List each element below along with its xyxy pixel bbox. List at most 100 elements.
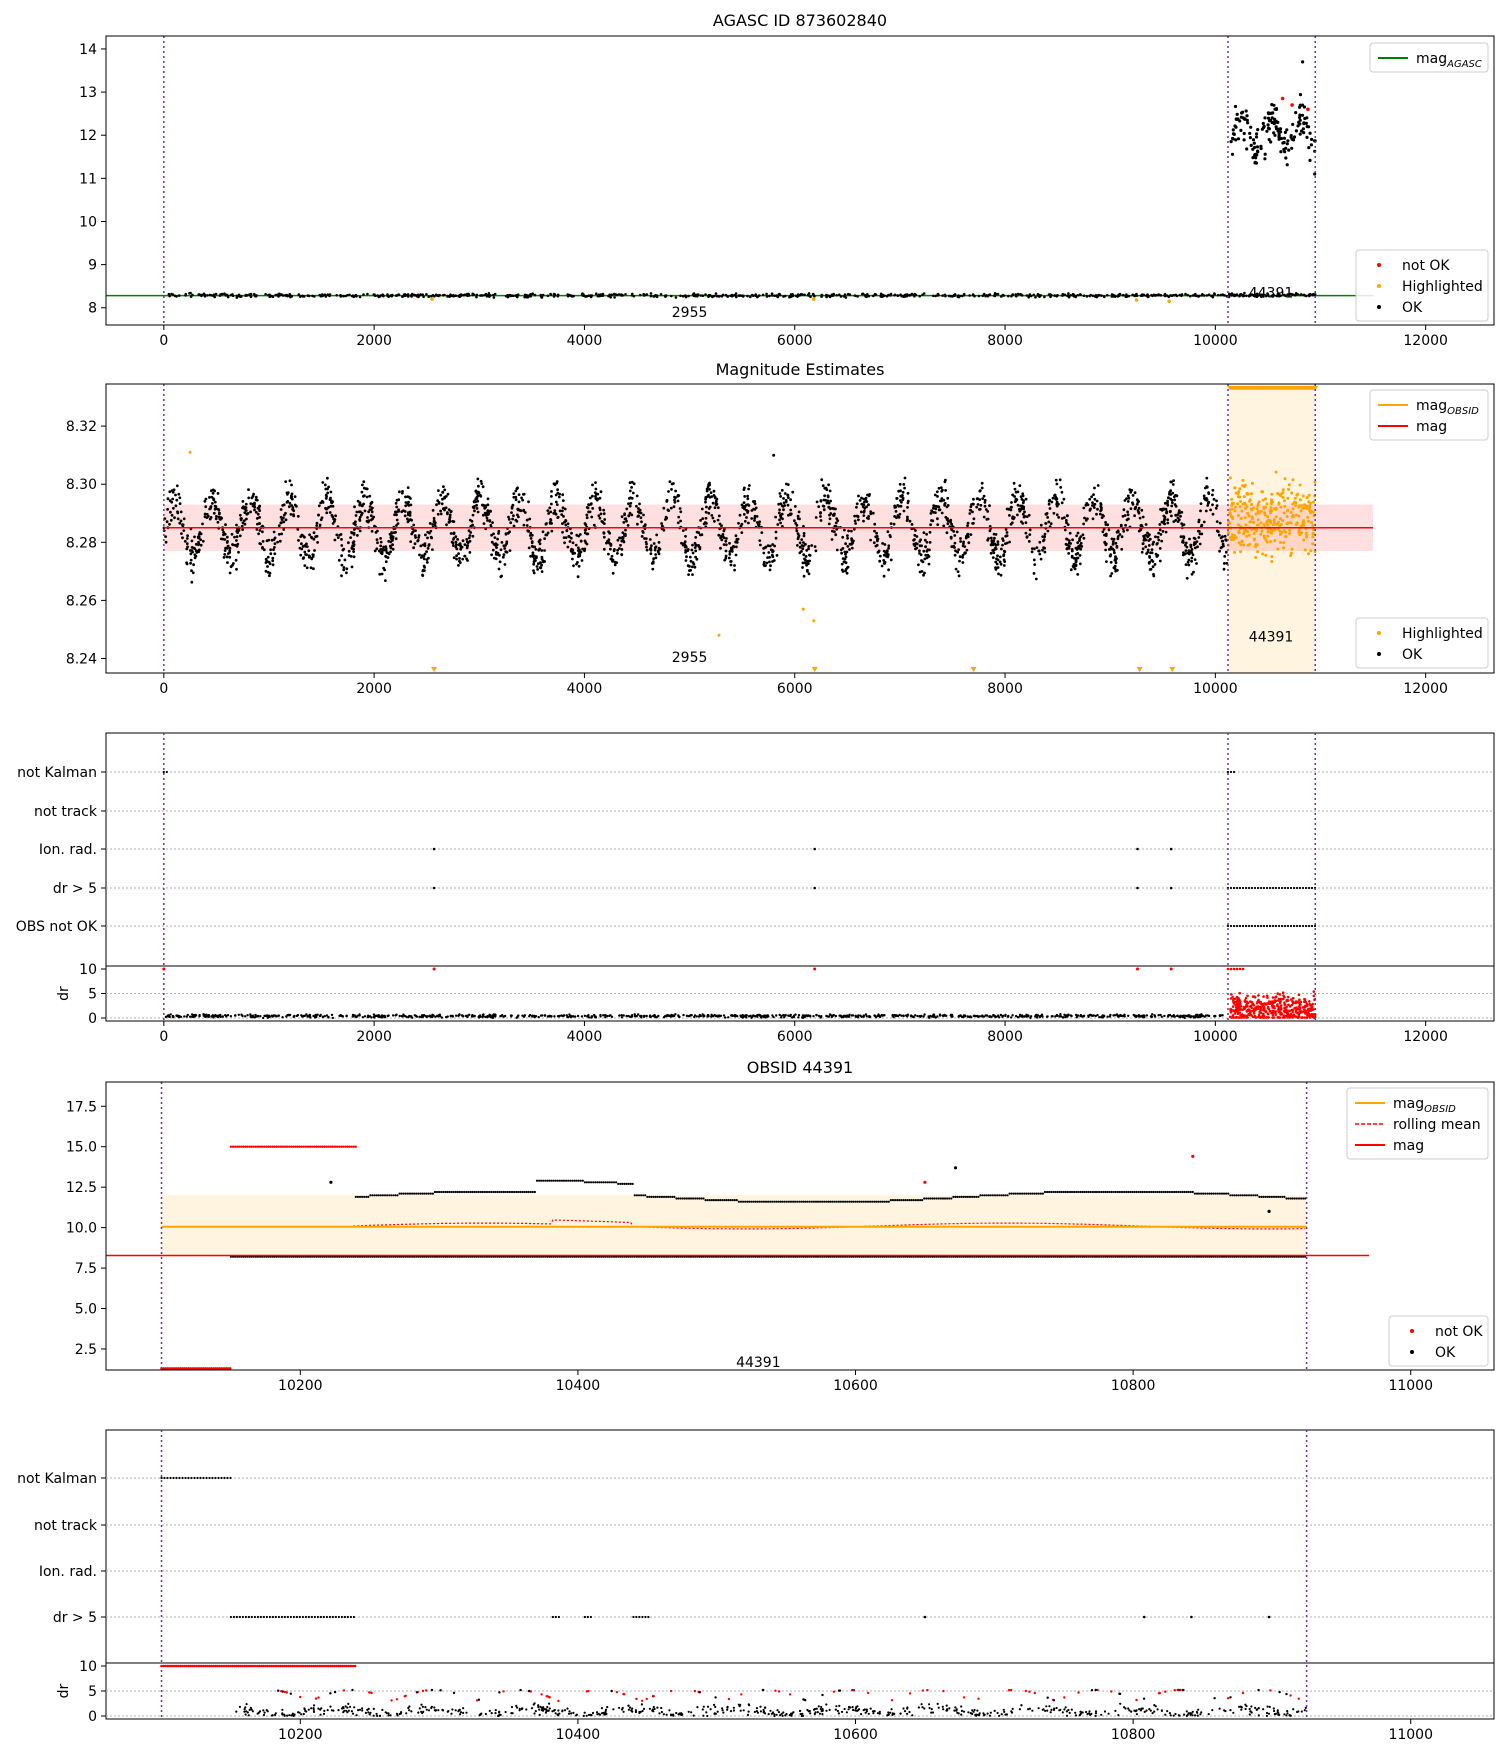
- data-point: [891, 1014, 895, 1018]
- data-point: [928, 541, 932, 544]
- data-point: [927, 562, 931, 566]
- y-tick-label: 8.30: [66, 477, 97, 493]
- data-point: [886, 555, 890, 559]
- data-point: [1007, 507, 1011, 511]
- data-point: [491, 548, 495, 552]
- data-point: [471, 523, 474, 527]
- data-point: [936, 505, 940, 509]
- data-point: [1197, 536, 1201, 539]
- data-point: [843, 528, 846, 532]
- data-point: [903, 486, 906, 490]
- data-point: [529, 295, 533, 298]
- data-point: [860, 496, 863, 500]
- data-point: [707, 511, 711, 515]
- data-point: [594, 481, 597, 484]
- data-point: [1303, 548, 1307, 552]
- data-point: [676, 499, 680, 503]
- data-point: [420, 554, 424, 558]
- data-point: [310, 557, 314, 561]
- data-point: [1279, 523, 1283, 527]
- data-point: [438, 294, 441, 297]
- data-point: [1262, 886, 1266, 890]
- data-point: [1235, 294, 1239, 297]
- data-point: [425, 293, 428, 296]
- data-point: [554, 493, 558, 497]
- data-point: [1197, 518, 1201, 522]
- data-point: [906, 491, 910, 495]
- data-point: [996, 540, 1000, 544]
- data-point: [878, 559, 882, 563]
- data-point: [1068, 531, 1072, 535]
- data-point: [602, 1014, 605, 1017]
- data-point: [681, 529, 685, 532]
- data-point: [840, 551, 843, 555]
- data-point: [684, 534, 687, 538]
- data-point: [1016, 1016, 1020, 1019]
- data-point: [290, 483, 293, 487]
- data-point: [1038, 540, 1042, 544]
- data-point: [606, 1014, 609, 1018]
- data-point: [369, 514, 373, 518]
- data-point: [711, 516, 715, 520]
- data-point: [953, 541, 957, 545]
- data-point: [480, 482, 484, 485]
- data-point: [213, 507, 217, 511]
- data-point: [307, 294, 311, 298]
- data-point: [797, 1016, 800, 1019]
- data-point: [331, 522, 335, 525]
- data-point: [522, 493, 525, 496]
- data-point: [799, 293, 803, 296]
- data-point: [445, 1015, 448, 1019]
- data-point: [329, 496, 332, 500]
- data-point: [1116, 568, 1119, 572]
- data-point: [1016, 292, 1020, 296]
- data-point: [959, 540, 962, 543]
- data-point: [767, 551, 771, 554]
- x-tick-label: 4000: [567, 1029, 603, 1045]
- data-point: [989, 536, 993, 540]
- data-point: [1044, 522, 1048, 525]
- data-point: [1072, 565, 1076, 569]
- data-point: [1111, 542, 1115, 546]
- data-point: [353, 528, 356, 531]
- x-tick-label: 10000: [1193, 1029, 1238, 1045]
- data-point: [1245, 294, 1248, 298]
- data-point: [1043, 546, 1046, 550]
- data-point: [497, 567, 501, 571]
- data-point: [1286, 509, 1289, 513]
- data-point: [423, 542, 427, 546]
- data-point: [179, 519, 183, 523]
- data-point: [690, 548, 694, 552]
- data-point: [635, 494, 639, 498]
- data-point: [382, 545, 385, 549]
- data-point: [273, 542, 277, 546]
- data-point: [1289, 521, 1293, 525]
- data-point: [620, 1014, 623, 1017]
- data-point: [282, 503, 286, 507]
- data-point: [1291, 507, 1295, 511]
- data-point: [775, 1014, 778, 1017]
- data-point: [742, 504, 746, 508]
- clipped-marker: [811, 667, 818, 672]
- data-point: [1242, 138, 1246, 142]
- data-point: [1252, 141, 1256, 145]
- data-point: [226, 561, 229, 564]
- data-point: [1039, 523, 1043, 527]
- data-point: [677, 1015, 680, 1018]
- data-point: [1295, 886, 1299, 890]
- data-point: [454, 540, 458, 544]
- data-point: [914, 542, 918, 545]
- data-point: [1219, 293, 1222, 297]
- data-point: [708, 487, 711, 491]
- data-point: [1109, 574, 1112, 578]
- data-point: [1014, 490, 1018, 494]
- data-point: [618, 1014, 621, 1017]
- data-point: [676, 521, 680, 525]
- data-point: [828, 1013, 832, 1016]
- data-point: [854, 1015, 858, 1018]
- data-point: [835, 517, 839, 520]
- data-point: [493, 292, 497, 296]
- data-point: [301, 295, 305, 298]
- data-point: [1269, 511, 1273, 515]
